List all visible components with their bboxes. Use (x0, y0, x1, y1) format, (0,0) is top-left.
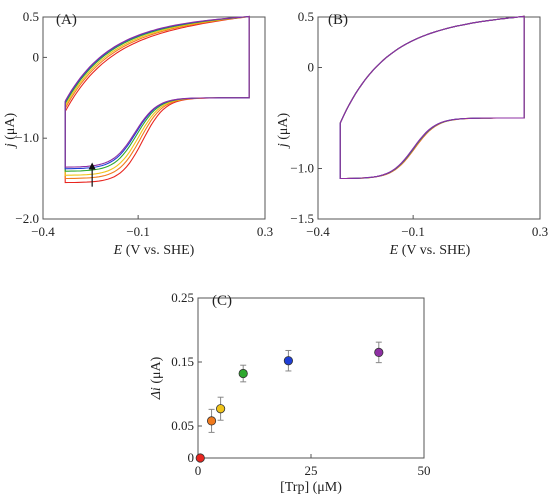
panel-a: (A) −0.4 −0.1 0.3 0.5 0 −1.0 −2.0 E (V vs. SHE… (3, 9, 273, 258)
panel-c-label: (C) (212, 293, 232, 309)
panel-b-cv-curve-1 (339, 15, 525, 180)
panel-b-ylabel: j (μA) (276, 113, 291, 150)
panel-a-arrow (88, 162, 96, 187)
panel-a-y-tick-label: −2.0 (15, 211, 39, 226)
panel-b-y-tick-label: 0 (308, 60, 315, 75)
panel-a-cv-curve-3 (64, 15, 250, 176)
panel-b-y-tick-label: 0.5 (298, 9, 314, 24)
panel-b-cv-curve-3 (339, 15, 525, 180)
panel-a-cv-curve-6 (64, 15, 250, 168)
panel-c-x-tick-label: 50 (418, 463, 431, 478)
panel-a-ticks: −0.4 −0.1 0.3 0.5 0 −1.0 −2.0 (15, 9, 273, 239)
panel-a-frame (42, 16, 266, 220)
panel-a-cv-curve-5 (64, 15, 250, 170)
panel-a-y-tick-label: 0.5 (23, 9, 39, 24)
panel-b-x-tick-label: 0.3 (532, 224, 548, 239)
panel-a-xlabel: E (V vs. SHE) (113, 243, 195, 258)
panel-c-points (195, 341, 384, 463)
panel-a-x-tick-label: −0.4 (31, 224, 55, 239)
panel-c-y-tick-label: 0.05 (171, 418, 194, 433)
panel-c-xlabel: [Trp] (μM) (280, 480, 342, 495)
panel-c-x-tick-label: 0 (195, 463, 202, 478)
panel-b-cv-curve-2 (339, 15, 525, 180)
panel-b-x-tick-label: −0.4 (306, 224, 330, 239)
panel-b-cv-curve-5 (339, 15, 525, 180)
panel-a-cv-curve-1 (64, 15, 250, 184)
panel-c-x-tick-label: 25 (305, 463, 318, 478)
panel-c-frame (197, 297, 425, 459)
panel-a-y-tick-label: −1.0 (15, 130, 39, 145)
panel-b-y-tick-label: −1.0 (290, 161, 314, 176)
panel-b-curves (339, 15, 525, 180)
data-point-1 (195, 453, 205, 463)
trend-arrow-head (88, 162, 96, 170)
data-point-2 (206, 416, 217, 426)
panel-a-ylabel: j (μA) (3, 113, 18, 150)
panel-b: (B) −0.4 −0.1 0.3 0.5 0 −1.0 −1.5 E (V vs. SHE… (276, 9, 548, 258)
panel-b-label: (B) (328, 12, 348, 28)
panel-a-y-tick-label: 0 (33, 49, 40, 64)
data-point-3 (216, 404, 226, 414)
panel-a-x-tick-label: −0.1 (126, 224, 150, 239)
panel-c-y-tick-label: 0 (188, 450, 195, 465)
panel-b-cv-curve-4 (339, 15, 525, 180)
panel-c-ylabel: Δi (μA) (149, 356, 164, 400)
data-point-5 (283, 356, 293, 366)
panel-b-ticks: −0.4 −0.1 0.3 0.5 0 −1.0 −1.5 (290, 9, 548, 239)
panel-c: (C) 0 25 50 0 0.05 0.15 0.25 [Trp] (μM) Δi (μA… (149, 290, 431, 495)
panel-b-frame (317, 16, 541, 220)
panel-c-y-tick-label: 0.15 (171, 354, 194, 369)
panel-a-label: (A) (56, 12, 77, 28)
panel-c-ticks: 0 25 50 0 0.05 0.15 0.25 (171, 290, 430, 478)
panel-b-xlabel: E (V vs. SHE) (389, 243, 471, 258)
panel-c-y-tick-label: 0.25 (171, 290, 194, 305)
panel-b-x-tick-label: −0.1 (401, 224, 425, 239)
data-point-4 (238, 368, 248, 379)
panel-b-y-tick-label: −1.5 (290, 211, 314, 226)
panel-b-cv-curve-6 (339, 15, 525, 180)
data-point-6 (374, 347, 384, 357)
panel-a-cv-curve-4 (64, 15, 250, 172)
panel-a-curves (64, 15, 250, 184)
panel-a-x-tick-label: 0.3 (257, 224, 273, 239)
